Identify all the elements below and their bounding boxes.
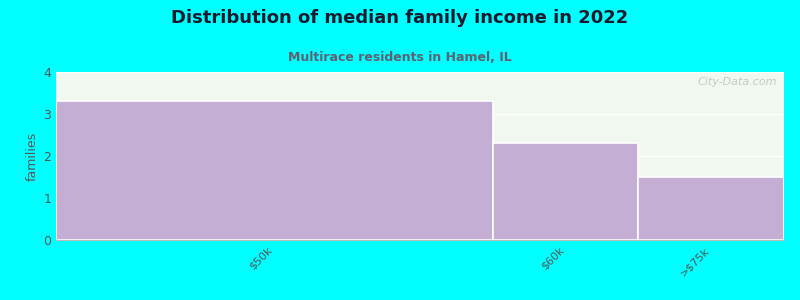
Bar — [638, 177, 784, 240]
Text: Distribution of median family income in 2022: Distribution of median family income in … — [171, 9, 629, 27]
Bar — [56, 101, 493, 240]
Bar — [493, 143, 638, 240]
Y-axis label: families: families — [26, 131, 39, 181]
Text: City-Data.com: City-Data.com — [698, 77, 777, 87]
Text: Multirace residents in Hamel, IL: Multirace residents in Hamel, IL — [288, 51, 512, 64]
